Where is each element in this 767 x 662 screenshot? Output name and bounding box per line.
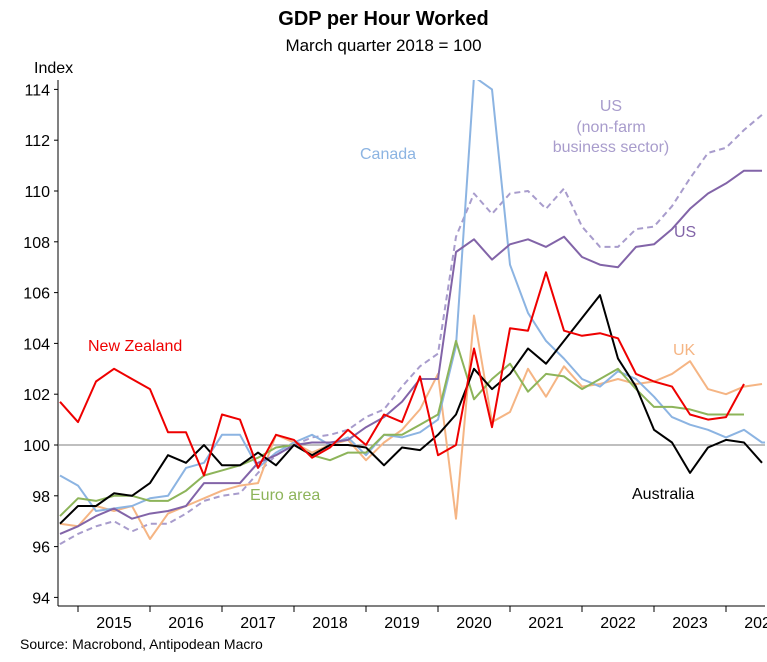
y-tick-label: 98: [32, 489, 50, 506]
x-tick-label: 2020: [456, 615, 492, 632]
series-line-canada: [59, 80, 765, 512]
y-tick-label: 100: [23, 438, 50, 455]
series-label-us: US: [600, 98, 622, 115]
series-layer: [59, 80, 765, 545]
y-axis-label: Index: [34, 60, 74, 77]
source-note: Source: Macrobond, Antipodean Macro: [20, 636, 263, 652]
series-label-euro-area: Euro area: [250, 487, 320, 504]
series-label-business-sector: business sector): [553, 139, 670, 156]
series-line-euro-area: [59, 339, 744, 517]
series-label-non-farm: (non-farm: [576, 119, 645, 136]
y-tick-label: 94: [32, 590, 50, 607]
series-label-new-zealand: New Zealand: [88, 338, 182, 355]
chart-subtitle: March quarter 2018 = 100: [285, 36, 482, 55]
y-tick-label: 114: [24, 82, 50, 99]
series-line-us: [59, 169, 762, 535]
x-tick-label: 2021: [528, 615, 564, 632]
series-line-uk: [59, 314, 763, 540]
series-label-uk: UK: [673, 342, 696, 359]
y-tick-label: 104: [23, 336, 50, 353]
y-tick-label: 96: [32, 540, 50, 557]
series-label-canada: Canada: [360, 146, 416, 163]
x-tick-label: 2015: [96, 615, 132, 632]
series-label-australia: Australia: [632, 486, 694, 503]
y-tick-label: 108: [23, 235, 50, 252]
y-tick-label: 106: [23, 286, 50, 303]
x-tick-label: 2022: [600, 615, 636, 632]
series-line-us-non-farm-business-sector: [59, 114, 763, 545]
labels-layer: New Zealand Canada Euro area UK Australia US U…: [88, 98, 696, 504]
series-line-australia: [59, 294, 763, 525]
y-tick-label: 102: [23, 387, 50, 404]
x-tick-label: 2019: [384, 615, 420, 632]
y-tick-label: 112: [24, 133, 50, 150]
axes: 94 96 98 100 102 104 106 108 110 112 114 2015 2016 20…: [23, 80, 767, 632]
series-label-us: US: [674, 224, 696, 241]
chart-title: GDP per Hour Worked: [278, 8, 489, 30]
x-tick-label: 2016: [168, 615, 204, 632]
series-line-new-zealand: [59, 271, 745, 477]
x-tick-label: 2023: [672, 615, 708, 632]
x-tick-label: 2017: [240, 615, 276, 632]
x-tick-label: 2024: [744, 615, 767, 632]
y-tick-label: 110: [24, 184, 50, 201]
x-tick-label: 2018: [312, 615, 348, 632]
